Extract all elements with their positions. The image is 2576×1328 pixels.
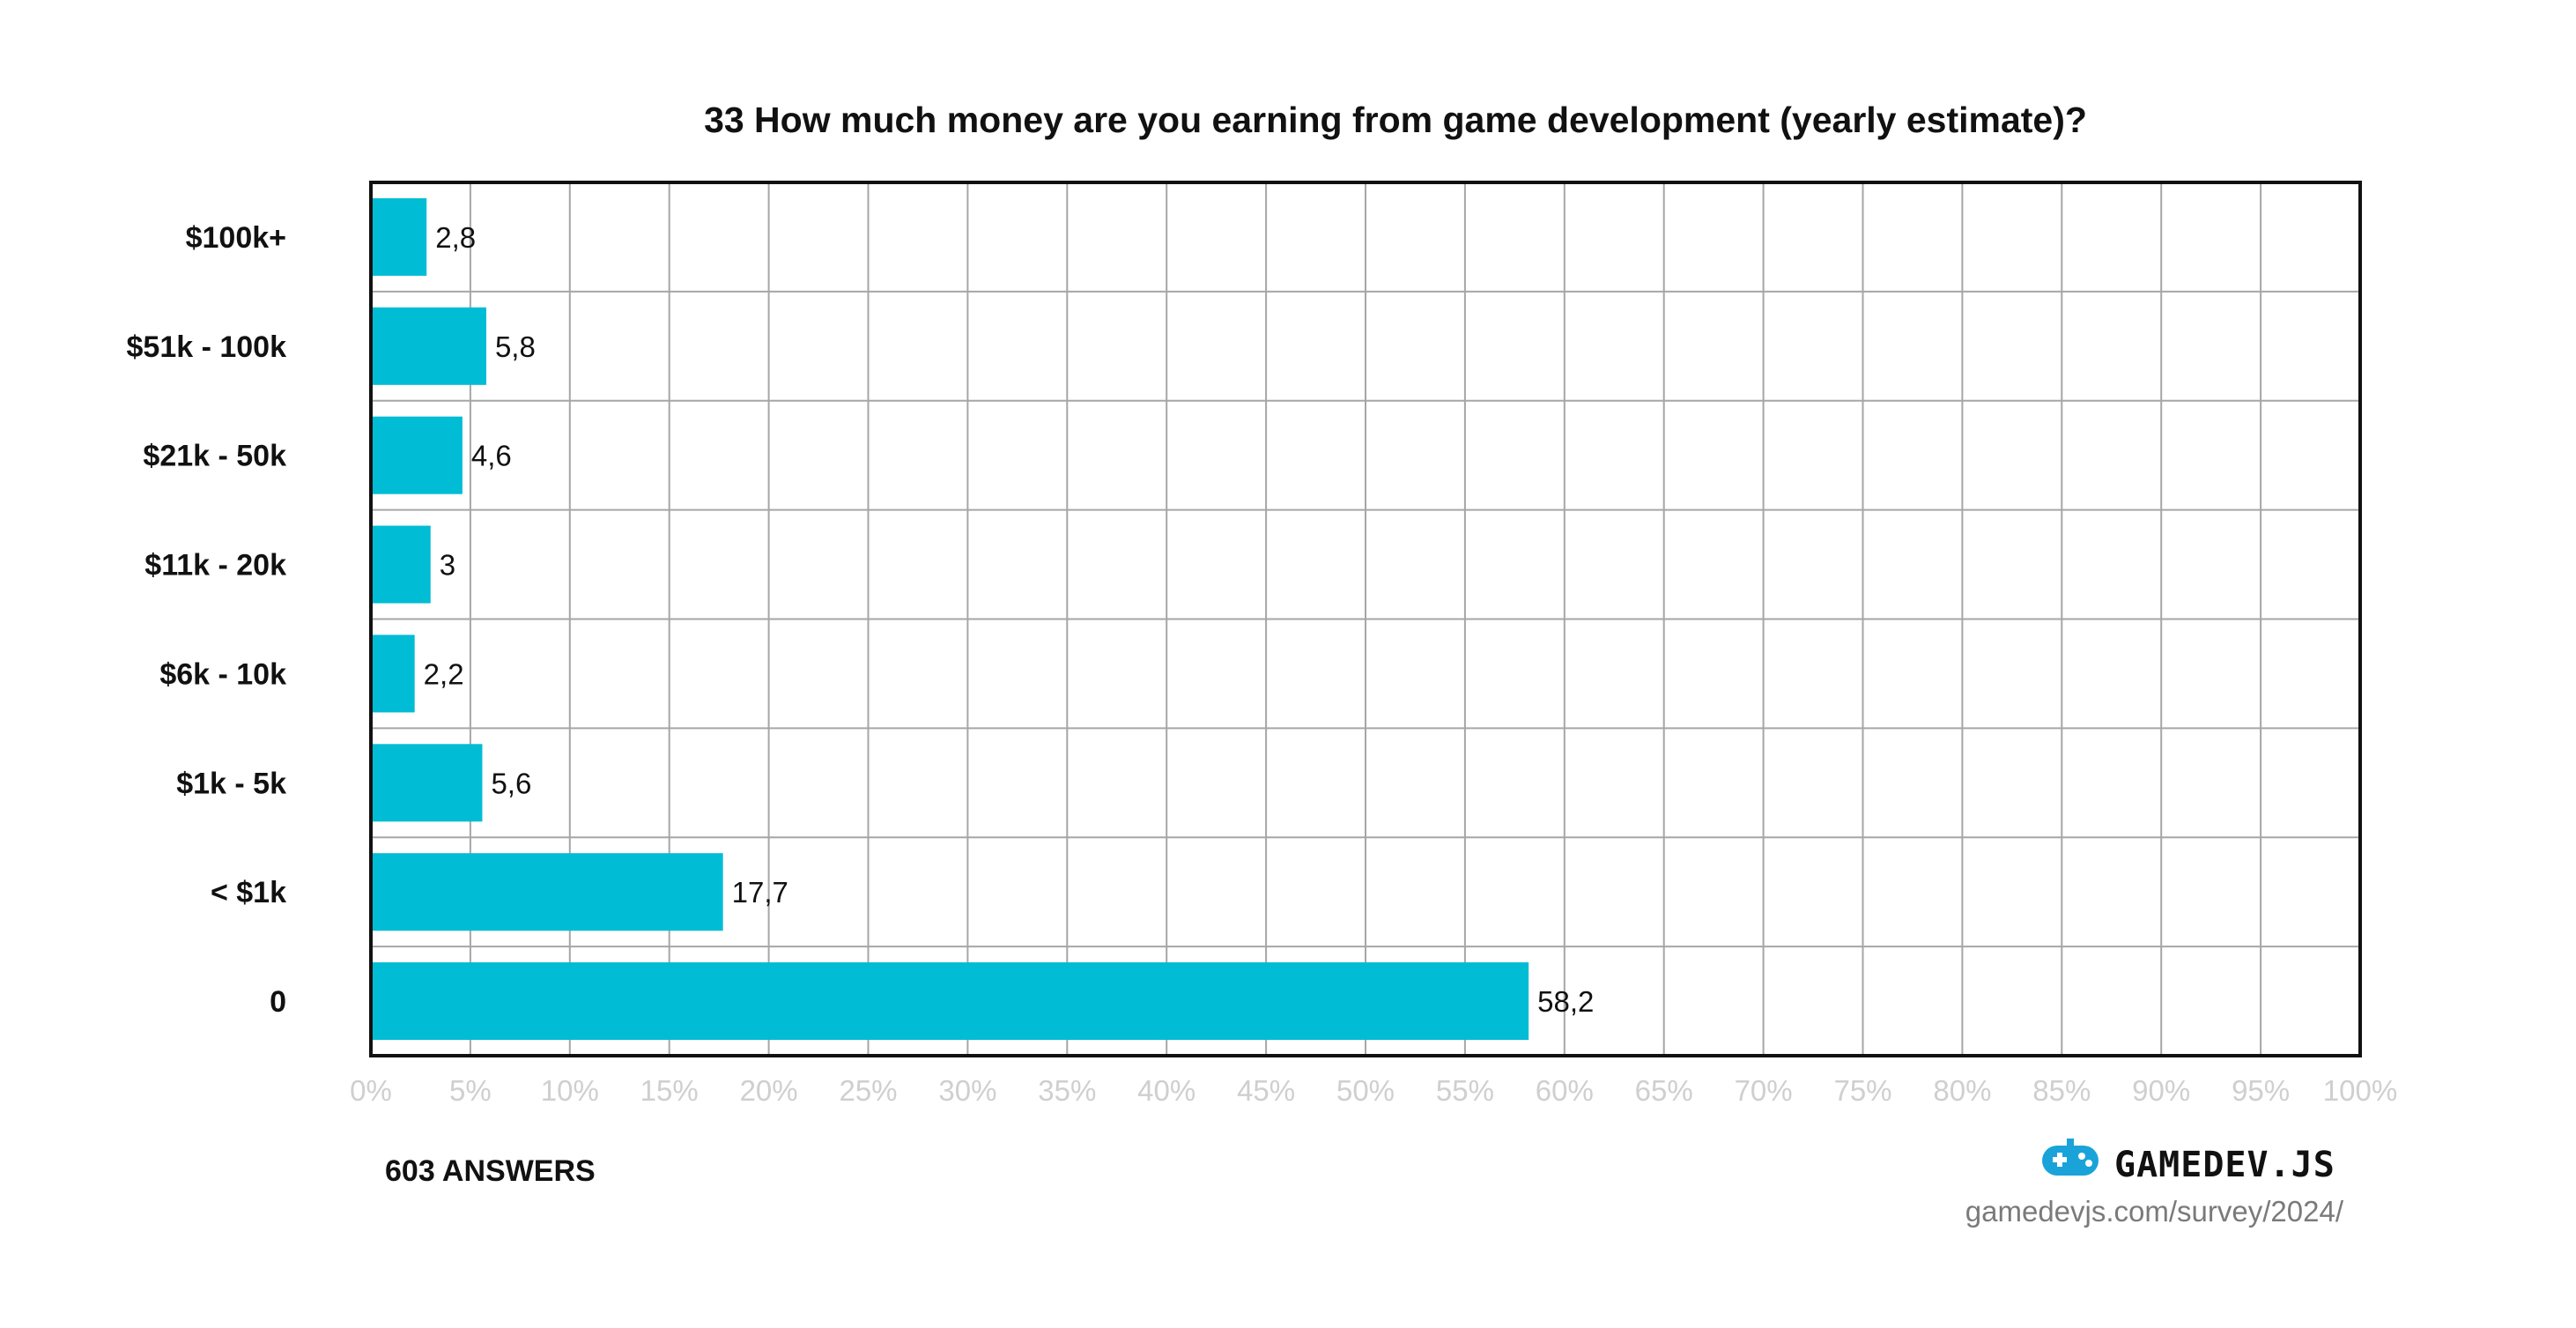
gamepad-icon xyxy=(2042,1139,2099,1176)
x-tick-label: 70% xyxy=(1735,1074,1793,1107)
plot-frame xyxy=(369,181,2362,1057)
x-tick-label: 100% xyxy=(2323,1074,2397,1107)
grid-layer xyxy=(371,182,2360,1056)
x-tick-label: 35% xyxy=(1038,1074,1096,1107)
category-label: $1k - 5k xyxy=(176,767,286,800)
x-tick-label: 10% xyxy=(541,1074,599,1107)
category-label: $100k+ xyxy=(186,221,286,255)
value-label: 2,2 xyxy=(424,657,464,690)
x-tick-label: 65% xyxy=(1635,1074,1693,1107)
x-tick-label: 80% xyxy=(1933,1074,1991,1107)
value-label: 5,8 xyxy=(495,330,536,363)
x-tick-label: 60% xyxy=(1536,1074,1594,1107)
x-tick-label: 20% xyxy=(740,1074,798,1107)
brand-name: GAMEDEV.JS xyxy=(2114,1145,2335,1185)
bar xyxy=(371,744,483,822)
category-label: $11k - 20k xyxy=(144,549,286,582)
x-tick-label: 45% xyxy=(1237,1074,1295,1107)
value-label: 3 xyxy=(440,549,455,582)
x-tick-label: 25% xyxy=(839,1074,897,1107)
chart-title: 33 How much money are you earning from g… xyxy=(704,100,2087,140)
survey-url[interactable]: gamedevjs.com/survey/2024/ xyxy=(1965,1195,2344,1228)
x-axis-ticks: 0% 5% 10% 15% 20% 25% 30% 35% 40% 45% 50% 55% 60% 65%… xyxy=(350,1074,2397,1107)
x-tick-label: 75% xyxy=(1833,1074,1891,1107)
bar xyxy=(371,853,723,931)
x-tick-label: 85% xyxy=(2032,1074,2091,1107)
bar xyxy=(371,962,1529,1041)
x-tick-label: 50% xyxy=(1336,1074,1395,1107)
x-tick-label: 5% xyxy=(449,1074,492,1107)
brand-logo: GAMEDEV.JS xyxy=(2042,1139,2335,1185)
value-label: 58,2 xyxy=(1537,985,1594,1018)
x-tick-label: 30% xyxy=(938,1074,996,1107)
category-label: < $1k xyxy=(211,876,286,909)
bar xyxy=(371,307,486,385)
labels-layer: $100k+ 2,8 $51k - 100k 5,8 $21k - 50k 4,6 $11k… xyxy=(127,221,1595,1019)
category-label: $51k - 100k xyxy=(127,330,287,364)
x-tick-label: 15% xyxy=(640,1074,699,1107)
value-label: 5,6 xyxy=(491,767,531,799)
answers-count: 603 ANSWERS xyxy=(385,1154,596,1188)
bars-layer xyxy=(371,197,1529,1041)
bar xyxy=(371,525,431,604)
value-label: 17,7 xyxy=(732,876,788,909)
x-tick-label: 40% xyxy=(1137,1074,1195,1107)
x-tick-label: 90% xyxy=(2132,1074,2190,1107)
category-label: 0 xyxy=(270,985,286,1019)
category-label: $21k - 50k xyxy=(143,440,286,473)
bar xyxy=(371,634,415,713)
bar xyxy=(371,197,427,276)
x-tick-label: 55% xyxy=(1436,1074,1494,1107)
value-label: 4,6 xyxy=(471,440,512,472)
x-tick-label: 0% xyxy=(350,1074,392,1107)
category-label: $6k - 10k xyxy=(159,657,286,691)
bar xyxy=(371,416,463,494)
x-tick-label: 95% xyxy=(2232,1074,2290,1107)
value-label: 2,8 xyxy=(435,221,476,254)
